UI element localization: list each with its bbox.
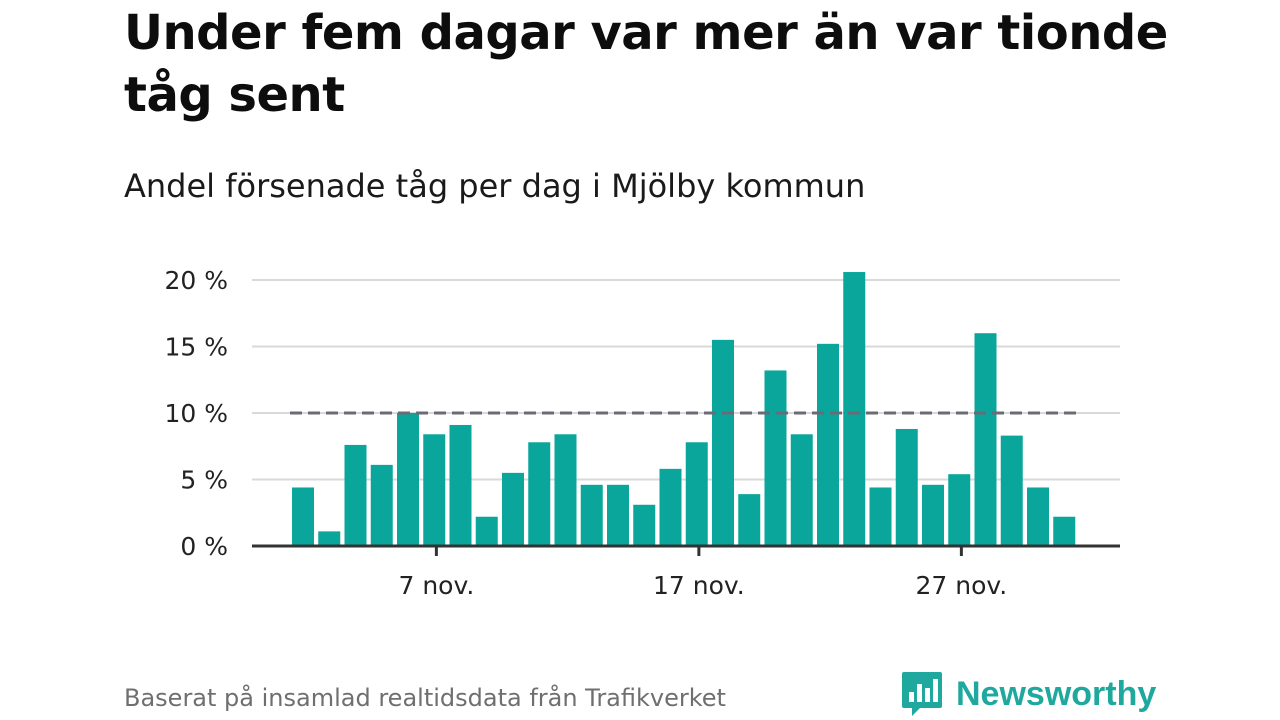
- bar-chart-speech-bubble-icon: [902, 672, 942, 716]
- bar: [580, 484, 603, 546]
- bar: [502, 472, 524, 546]
- bar: [948, 474, 971, 546]
- bar: [318, 531, 341, 546]
- bar: [1027, 487, 1049, 546]
- brand-name: Newsworthy: [956, 675, 1157, 713]
- x-tick-label: 17 nov.: [653, 571, 745, 600]
- y-tick-label: 0 %: [180, 532, 228, 561]
- bar: [370, 464, 393, 546]
- bar: [423, 434, 446, 546]
- bar: [974, 333, 997, 546]
- bar: [922, 484, 944, 546]
- newsworthy-logo: Newsworthy: [900, 668, 1156, 720]
- y-tick-label: 20 %: [164, 266, 228, 295]
- bar: [397, 413, 419, 546]
- y-tick-label: 10 %: [164, 399, 228, 428]
- bar: [1000, 435, 1023, 546]
- bar: [895, 428, 918, 546]
- bar: [554, 434, 577, 546]
- chart-title: Under fem dagar var mer än var tionde tå…: [124, 5, 1168, 123]
- bar: [1053, 516, 1076, 546]
- bar: [764, 370, 787, 546]
- bar: [607, 484, 629, 546]
- bar: [790, 434, 813, 546]
- bar: [633, 504, 656, 546]
- bar: [712, 339, 734, 546]
- bar-chart: 0 % 5 % 10 % 15 % 20 % 7 nov. 17 nov. 27 nov.: [164, 266, 1120, 600]
- x-tick-label: 27 nov.: [916, 571, 1008, 600]
- bar: [344, 444, 367, 546]
- bar: [659, 468, 682, 546]
- y-tick-label: 15 %: [164, 333, 228, 362]
- bar: [475, 516, 498, 546]
- source-note: Baserat på insamlad realtidsdata från Tr…: [124, 684, 726, 712]
- bar: [528, 442, 551, 546]
- bar: [685, 442, 708, 546]
- y-tick-label: 5 %: [180, 466, 228, 495]
- chart-subtitle: Andel försenade tåg per dag i Mjölby kom…: [124, 167, 866, 205]
- bar: [869, 487, 892, 546]
- bar: [843, 272, 866, 546]
- bar: [738, 494, 761, 546]
- bar: [817, 343, 839, 546]
- bar: [292, 487, 314, 546]
- x-tick-label: 7 nov.: [398, 571, 474, 600]
- bar: [449, 424, 472, 546]
